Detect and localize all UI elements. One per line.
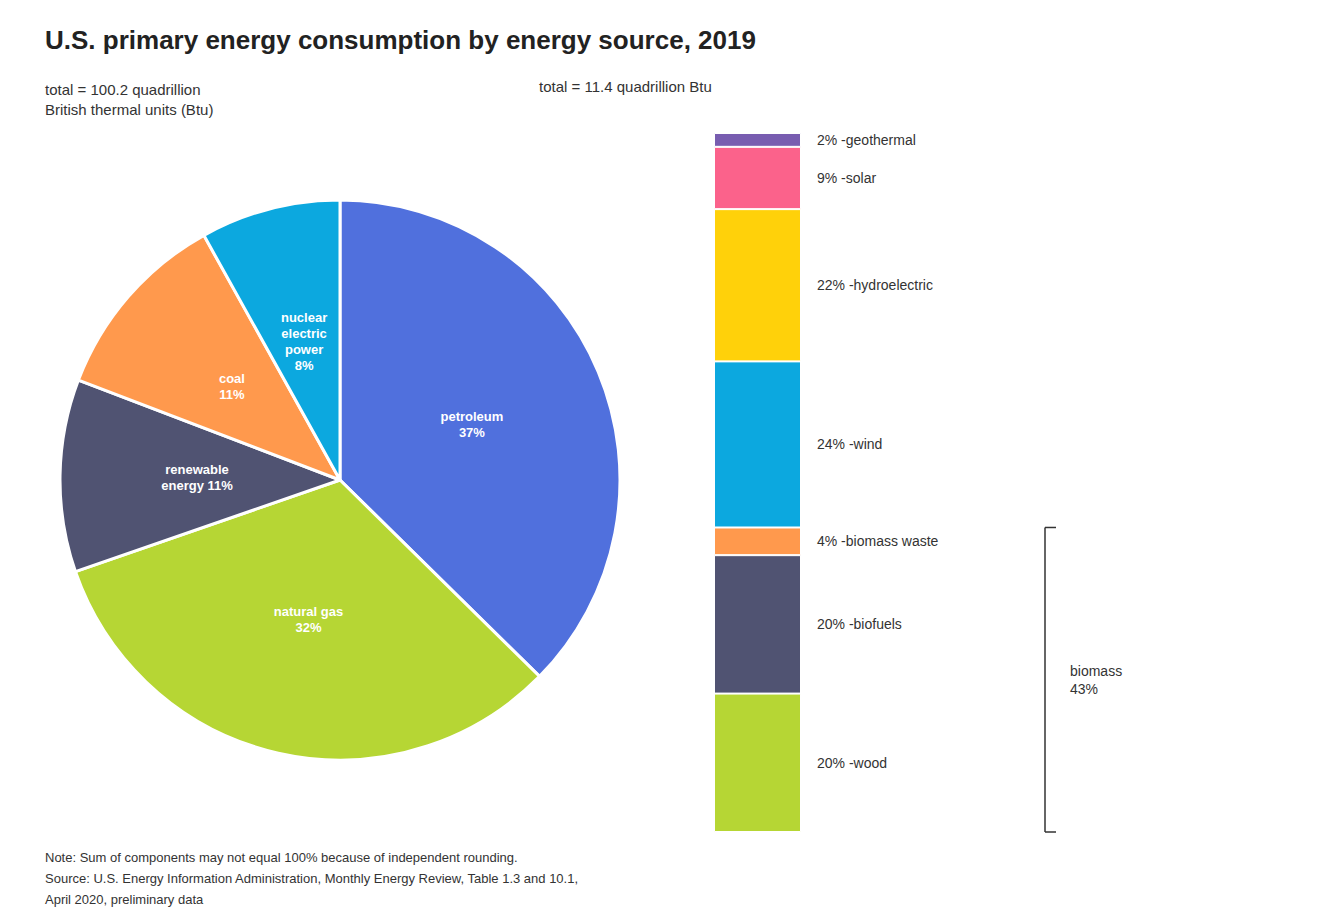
- svg-text:9% -solar: 9% -solar: [817, 170, 876, 186]
- svg-text:energy 11%: energy 11%: [161, 478, 233, 493]
- svg-text:petroleum: petroleum: [440, 409, 503, 424]
- svg-text:total = 100.2 quadrillion: total = 100.2 quadrillion: [45, 81, 201, 98]
- svg-text:total = 11.4 quadrillion Btu: total = 11.4 quadrillion Btu: [539, 78, 712, 95]
- svg-text:32%: 32%: [295, 620, 321, 635]
- svg-text:power: power: [285, 342, 323, 357]
- svg-text:nuclear: nuclear: [281, 310, 327, 325]
- svg-text:coal: coal: [219, 371, 245, 386]
- svg-text:electric: electric: [281, 326, 327, 341]
- svg-text:Note: Sum of components may no: Note: Sum of components may not equal 10…: [45, 850, 518, 865]
- svg-text:British thermal units (Btu): British thermal units (Btu): [45, 101, 213, 118]
- svg-text:2% -geothermal: 2% -geothermal: [817, 132, 916, 148]
- svg-text:22% -hydroelectric: 22% -hydroelectric: [817, 277, 933, 293]
- svg-text:natural gas: natural gas: [274, 604, 343, 619]
- svg-text:8%: 8%: [295, 358, 314, 373]
- svg-text:37%: 37%: [459, 425, 485, 440]
- svg-text:renewable: renewable: [165, 462, 229, 477]
- svg-text:20% -biofuels: 20% -biofuels: [817, 616, 902, 632]
- svg-text:April 2020, preliminary data: April 2020, preliminary data: [45, 892, 204, 907]
- svg-text:20% -wood: 20% -wood: [817, 755, 887, 771]
- svg-text:4% -biomass waste: 4% -biomass waste: [817, 533, 939, 549]
- svg-text:11%: 11%: [219, 387, 245, 402]
- svg-text:biomass: biomass: [1070, 663, 1122, 679]
- svg-text:Source: U.S. Energy Informatio: Source: U.S. Energy Information Administ…: [45, 871, 578, 886]
- svg-text:U.S. primary energy consumptio: U.S. primary energy consumption by energ…: [45, 25, 756, 55]
- svg-text:24% -wind: 24% -wind: [817, 436, 882, 452]
- svg-text:43%: 43%: [1070, 681, 1098, 697]
